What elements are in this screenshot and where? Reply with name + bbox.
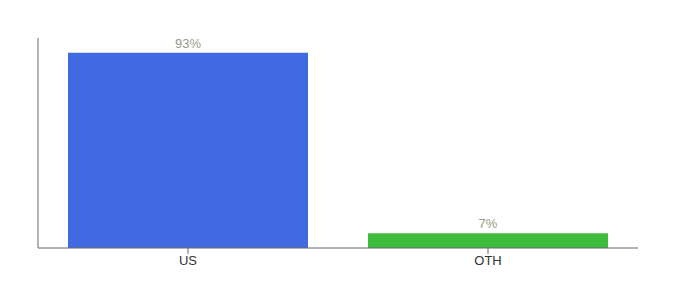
svg-text:OTH: OTH [474, 253, 501, 268]
svg-text:7%: 7% [479, 216, 498, 231]
svg-text:US: US [179, 253, 197, 268]
svg-text:93%: 93% [175, 36, 201, 51]
